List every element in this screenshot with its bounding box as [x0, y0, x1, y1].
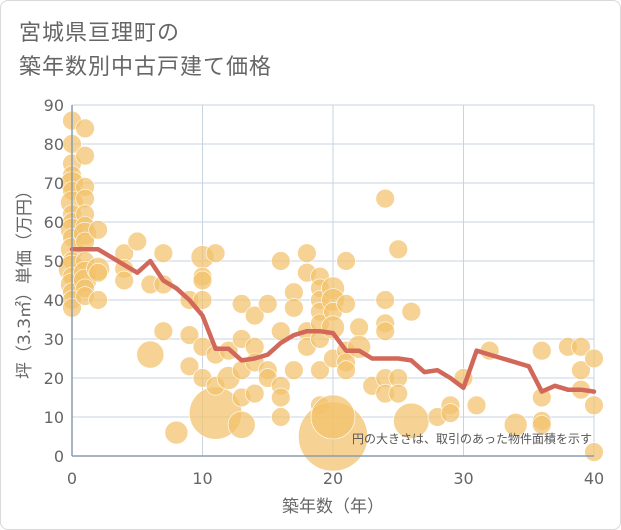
y-tick-label: 30: [44, 330, 64, 349]
data-point: [284, 298, 304, 318]
data-point: [297, 243, 317, 263]
data-point: [571, 337, 591, 357]
data-point: [375, 290, 395, 310]
chart-title-line-2: 築年数別中古戸建て価格: [19, 55, 273, 80]
data-point: [336, 360, 356, 380]
average-price-line: [69, 247, 597, 394]
data-point: [231, 294, 252, 314]
data-point: [440, 403, 461, 423]
x-tick-label: 40: [584, 469, 604, 488]
data-point: [245, 383, 265, 404]
data-point: [114, 270, 134, 291]
y-tick-label: 10: [44, 408, 64, 427]
x-tick-label: 20: [323, 469, 343, 488]
data-point: [192, 270, 213, 291]
data-point: [127, 231, 147, 252]
data-point: [88, 220, 108, 240]
y-tick-label: 40: [44, 291, 64, 310]
data-point: [88, 290, 108, 310]
data-point: [75, 146, 95, 166]
data-point: [136, 340, 165, 369]
x-axis-label: 築年数（年）: [282, 497, 384, 517]
data-point: [336, 251, 356, 271]
data-point: [271, 251, 291, 271]
data-point: [88, 263, 108, 283]
data-point: [271, 407, 291, 427]
y-tick-label: 0: [54, 447, 64, 466]
data-point: [75, 118, 95, 139]
data-point: [401, 302, 421, 322]
data-point: [584, 395, 604, 415]
data-point: [245, 305, 265, 326]
data-point: [310, 360, 330, 380]
chart-title-line-1: 宮城県亘理町の: [19, 21, 181, 46]
data-point: [571, 360, 591, 380]
chart-title: 宮城県亘理町の 築年数別中古戸建て価格: [19, 17, 272, 85]
x-tick-label: 0: [67, 469, 77, 488]
data-point: [532, 415, 552, 435]
y-tick-label: 20: [44, 369, 64, 388]
y-tick-label: 80: [44, 135, 64, 154]
data-point: [388, 383, 408, 404]
line-layer: [69, 247, 597, 394]
y-axis-label: 坪（3.3㎡）単価（万円）: [15, 182, 35, 379]
bubble-size-note: 円の大きさは、取引のあった物件面積を示す: [352, 431, 592, 446]
data-point: [375, 188, 395, 209]
data-point: [388, 239, 408, 260]
data-point: [532, 341, 552, 361]
data-point: [466, 395, 487, 415]
data-point: [153, 321, 174, 341]
data-point: [205, 243, 226, 263]
data-point: [179, 356, 200, 376]
y-tick-label: 70: [44, 174, 64, 193]
x-tick-label: 10: [192, 469, 212, 488]
data-point: [584, 348, 604, 369]
data-point: [271, 387, 291, 408]
data-point: [584, 442, 604, 462]
y-tick-label: 60: [44, 213, 64, 232]
data-point: [227, 410, 256, 439]
data-point: [336, 294, 356, 314]
data-point: [258, 294, 278, 314]
data-point: [284, 360, 304, 380]
data-point: [349, 317, 369, 337]
y-tick-label: 50: [44, 252, 64, 271]
data-point: [164, 420, 189, 445]
x-tick-label: 30: [453, 469, 473, 488]
data-point: [179, 325, 200, 345]
data-point: [503, 412, 528, 437]
data-point: [192, 290, 213, 310]
data-point: [310, 394, 356, 440]
axis-layer: 0 10 20 30 40 50 60 70 80 90 0 10 20 30 40: [44, 96, 605, 488]
y-tick-label: 90: [44, 96, 64, 115]
data-point: [375, 321, 395, 341]
data-point: [153, 243, 174, 263]
